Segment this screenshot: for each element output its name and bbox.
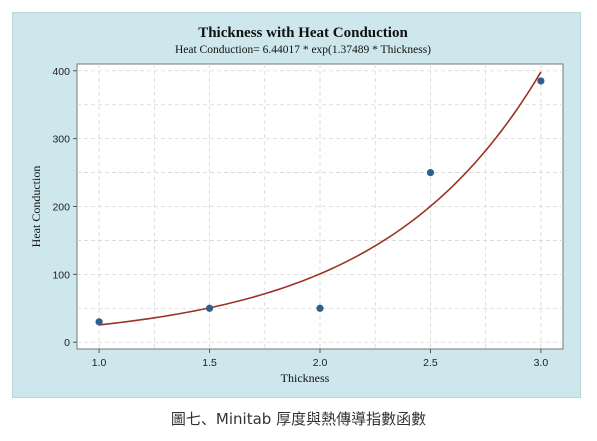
y-tick-label: 200 xyxy=(52,202,70,214)
y-tick-label: 100 xyxy=(52,269,70,281)
data-point-4 xyxy=(426,168,435,177)
x-tick-label: 1.5 xyxy=(202,357,217,369)
y-tick-label: 0 xyxy=(64,337,70,349)
data-point-2 xyxy=(205,304,214,312)
x-axis-label: Thickness xyxy=(281,371,330,385)
chart: Thickness with Heat Conduction Heat Cond… xyxy=(29,25,564,385)
fit-layer xyxy=(99,71,542,326)
chart-frame: Thickness with Heat Conduction Heat Cond… xyxy=(12,12,581,398)
y-tick-label: 300 xyxy=(52,134,70,146)
data-point-3 xyxy=(316,304,324,312)
fit-curve xyxy=(99,71,542,326)
points-layer xyxy=(95,77,545,326)
x-tick-label: 1.0 xyxy=(92,357,107,369)
y-tick-label: 400 xyxy=(52,66,70,78)
data-point-5 xyxy=(537,77,545,85)
chart-subtitle: Heat Conduction= 6.44017 * exp(1.37489 *… xyxy=(175,44,431,56)
y-axis-label: Heat Conduction xyxy=(29,166,43,248)
x-tick-label: 2.5 xyxy=(423,357,438,369)
x-tick-label: 2.0 xyxy=(313,357,328,369)
x-tick-label: 3.0 xyxy=(534,357,549,369)
chart-title: Thickness with Heat Conduction xyxy=(198,25,408,41)
figure-caption: 圖七、Minitab 厚度與熱傳導指數函數 xyxy=(170,410,427,428)
axes: 1.0 1.5 2.0 2.5 3.0 0 100 200 300 400 xyxy=(52,66,548,369)
grid xyxy=(77,64,563,349)
data-point-1 xyxy=(95,318,103,326)
